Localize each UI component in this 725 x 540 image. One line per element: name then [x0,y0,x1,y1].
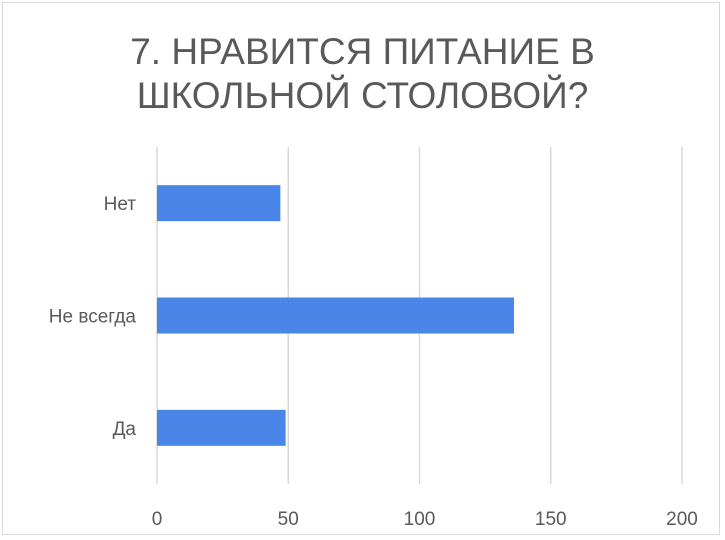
x-tick-label-200: 200 [666,509,698,530]
bar-1 [157,185,281,222]
x-tick-label-100: 100 [404,509,436,530]
y-tick-label-1: Нет [104,194,137,215]
chart-title: 7. НРАВИТСЯ ПИТАНИЕ В ШКОЛЬНОЙ СТОЛОВОЙ? [0,30,725,118]
y-tick-label-3: Да [113,419,137,440]
x-tick-label-150: 150 [535,509,567,530]
x-tick-label-50: 50 [278,509,299,530]
bar-3 [157,409,286,446]
chart-title-line-1: 7. НРАВИТСЯ ПИТАНИЕ В [130,31,595,72]
x-tick-label-0: 0 [152,509,163,530]
y-tick-label-2: Не всегда [49,307,137,328]
chart-frame [2,2,720,535]
bar-2 [157,297,514,334]
chart-title-line-2: ШКОЛЬНОЙ СТОЛОВОЙ? [136,75,589,116]
